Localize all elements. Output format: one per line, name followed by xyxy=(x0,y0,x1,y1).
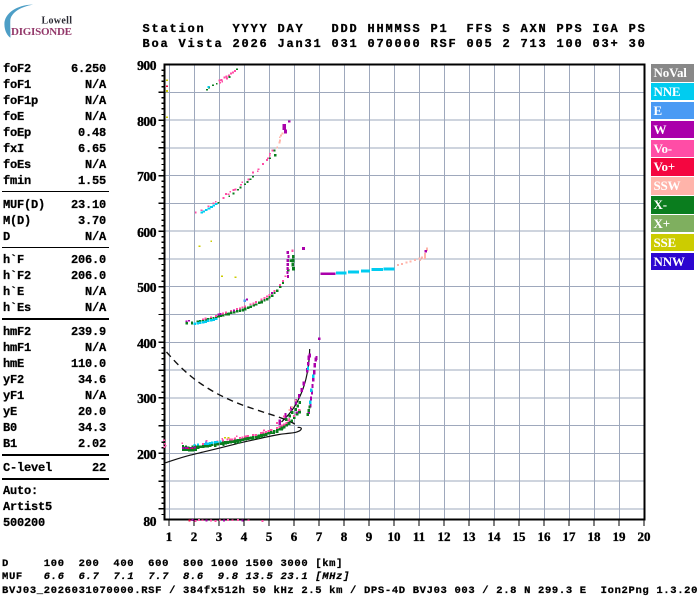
svg-text:DIGISONDE: DIGISONDE xyxy=(11,26,72,38)
svg-text:Lowell: Lowell xyxy=(42,15,73,26)
